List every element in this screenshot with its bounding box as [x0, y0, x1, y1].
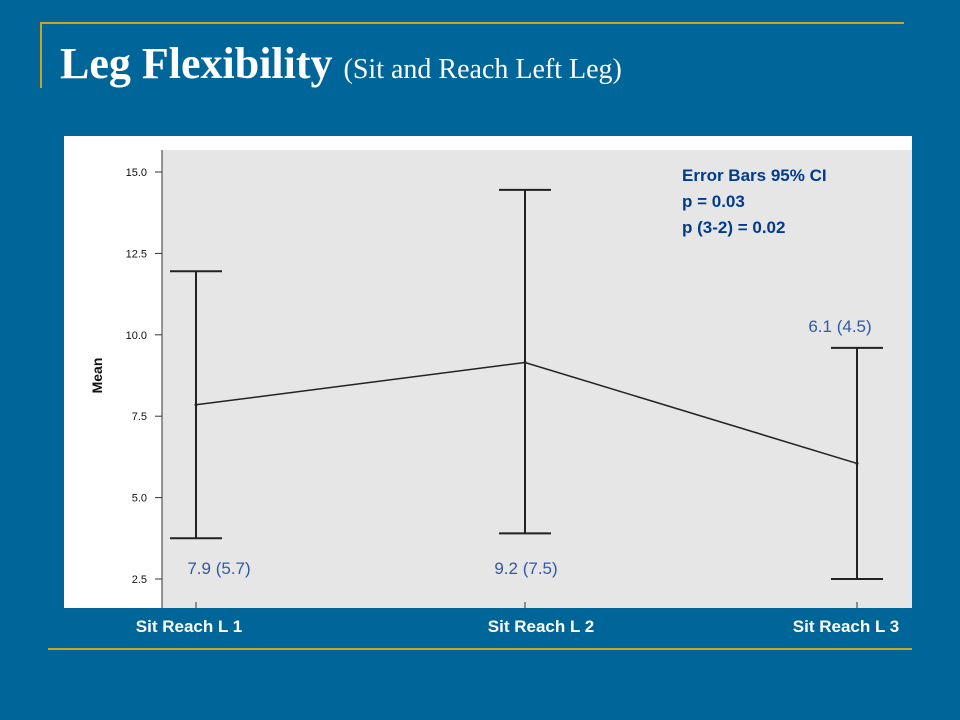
error-bar-chart: 2.5 5.0 7.5 10.0 12.5 15.0 Mean 7.9 (5.7) 9.2 (… [89, 150, 912, 608]
y-axis-label: Mean [89, 358, 105, 394]
chart-panel: 2.5 5.0 7.5 10.0 12.5 15.0 Mean 7.9 (5.7) 9.2 (… [64, 136, 912, 608]
y-tick-label: 15.0 [126, 167, 147, 179]
y-tick-label: 5.0 [132, 493, 147, 505]
y-tick-label: 7.5 [132, 411, 147, 423]
stats-annotation: p (3-2) = 0.02 [682, 218, 785, 237]
slide-title: Leg Flexibility (Sit and Reach Left Leg) [60, 34, 622, 100]
y-tick-label: 12.5 [126, 248, 147, 260]
x-category-label: Sit Reach L 1 [135, 617, 243, 636]
stats-annotation: p = 0.03 [682, 192, 745, 211]
title-main: Leg Flexibility [60, 39, 333, 88]
x-category-label: Sit Reach L 2 [487, 617, 595, 636]
mean-point [194, 403, 198, 407]
value-label: 9.2 (7.5) [494, 559, 557, 578]
mean-point [523, 360, 527, 364]
title-subtitle: (Sit and Reach Left Leg) [343, 54, 622, 85]
y-tick-label: 2.5 [132, 574, 147, 586]
plot-area [162, 150, 912, 608]
stats-annotation: Error Bars 95% CI [682, 166, 827, 185]
y-tick-label: 10.0 [126, 330, 147, 342]
top-accent-rule [40, 22, 904, 24]
mean-point [855, 461, 859, 465]
bottom-accent-rule [48, 648, 912, 650]
left-accent-rule [40, 22, 42, 88]
value-label: 7.9 (5.7) [187, 559, 250, 578]
value-label: 6.1 (4.5) [808, 317, 871, 336]
x-category-label: Sit Reach L 3 [792, 617, 900, 636]
